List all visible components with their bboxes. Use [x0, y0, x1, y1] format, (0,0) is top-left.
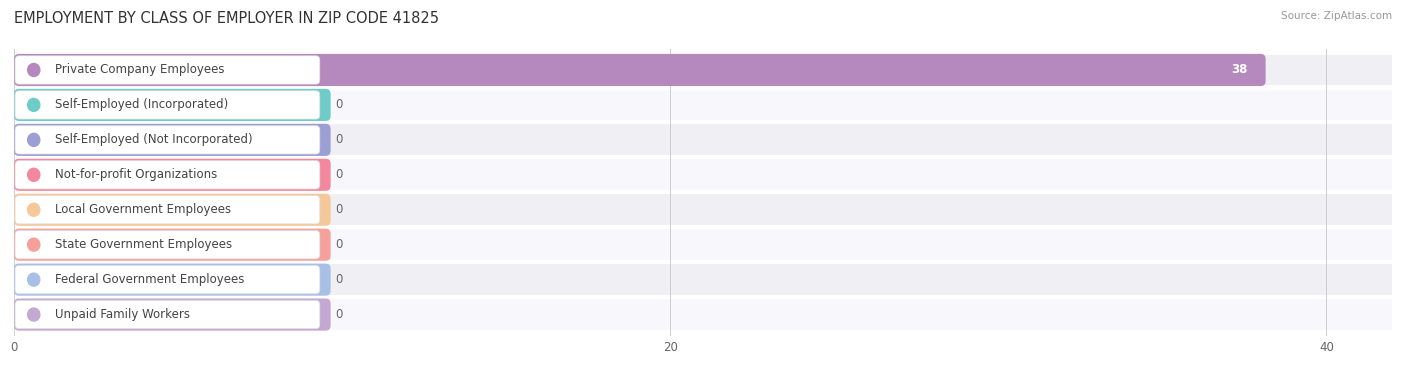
Text: 0: 0: [336, 133, 343, 146]
Text: 0: 0: [336, 203, 343, 216]
Bar: [14, 159, 1392, 190]
Text: Self-Employed (Not Incorporated): Self-Employed (Not Incorporated): [55, 133, 253, 146]
Text: Source: ZipAtlas.com: Source: ZipAtlas.com: [1281, 11, 1392, 21]
FancyBboxPatch shape: [14, 194, 330, 226]
Text: Unpaid Family Workers: Unpaid Family Workers: [55, 308, 190, 321]
Bar: [14, 299, 1392, 330]
Text: 38: 38: [1232, 63, 1247, 77]
FancyBboxPatch shape: [14, 159, 330, 191]
FancyBboxPatch shape: [14, 299, 330, 331]
Bar: [14, 55, 1392, 85]
Bar: [14, 195, 1392, 225]
FancyBboxPatch shape: [14, 54, 1265, 86]
Circle shape: [28, 273, 39, 286]
Text: Not-for-profit Organizations: Not-for-profit Organizations: [55, 168, 218, 181]
Text: Local Government Employees: Local Government Employees: [55, 203, 231, 216]
Text: State Government Employees: State Government Employees: [55, 238, 232, 251]
Circle shape: [28, 238, 39, 251]
FancyBboxPatch shape: [14, 228, 330, 261]
Bar: [14, 229, 1392, 260]
Text: 0: 0: [336, 98, 343, 112]
Circle shape: [28, 203, 39, 216]
Text: Private Company Employees: Private Company Employees: [55, 63, 225, 77]
FancyBboxPatch shape: [15, 126, 319, 154]
FancyBboxPatch shape: [14, 124, 330, 156]
FancyBboxPatch shape: [15, 91, 319, 119]
FancyBboxPatch shape: [15, 56, 319, 84]
FancyBboxPatch shape: [14, 89, 330, 121]
Text: EMPLOYMENT BY CLASS OF EMPLOYER IN ZIP CODE 41825: EMPLOYMENT BY CLASS OF EMPLOYER IN ZIP C…: [14, 11, 439, 26]
Circle shape: [28, 133, 39, 146]
Circle shape: [28, 168, 39, 181]
Circle shape: [28, 308, 39, 321]
FancyBboxPatch shape: [15, 196, 319, 224]
FancyBboxPatch shape: [14, 264, 330, 296]
Text: Federal Government Employees: Federal Government Employees: [55, 273, 245, 286]
FancyBboxPatch shape: [15, 265, 319, 294]
Bar: [14, 90, 1392, 120]
Circle shape: [28, 63, 39, 77]
Bar: [14, 124, 1392, 155]
Text: 0: 0: [336, 238, 343, 251]
FancyBboxPatch shape: [15, 161, 319, 189]
Text: Self-Employed (Incorporated): Self-Employed (Incorporated): [55, 98, 228, 112]
Text: 0: 0: [336, 308, 343, 321]
FancyBboxPatch shape: [15, 300, 319, 329]
Text: 0: 0: [336, 273, 343, 286]
Circle shape: [28, 98, 39, 112]
Bar: [14, 264, 1392, 295]
FancyBboxPatch shape: [15, 230, 319, 259]
Text: 0: 0: [336, 168, 343, 181]
